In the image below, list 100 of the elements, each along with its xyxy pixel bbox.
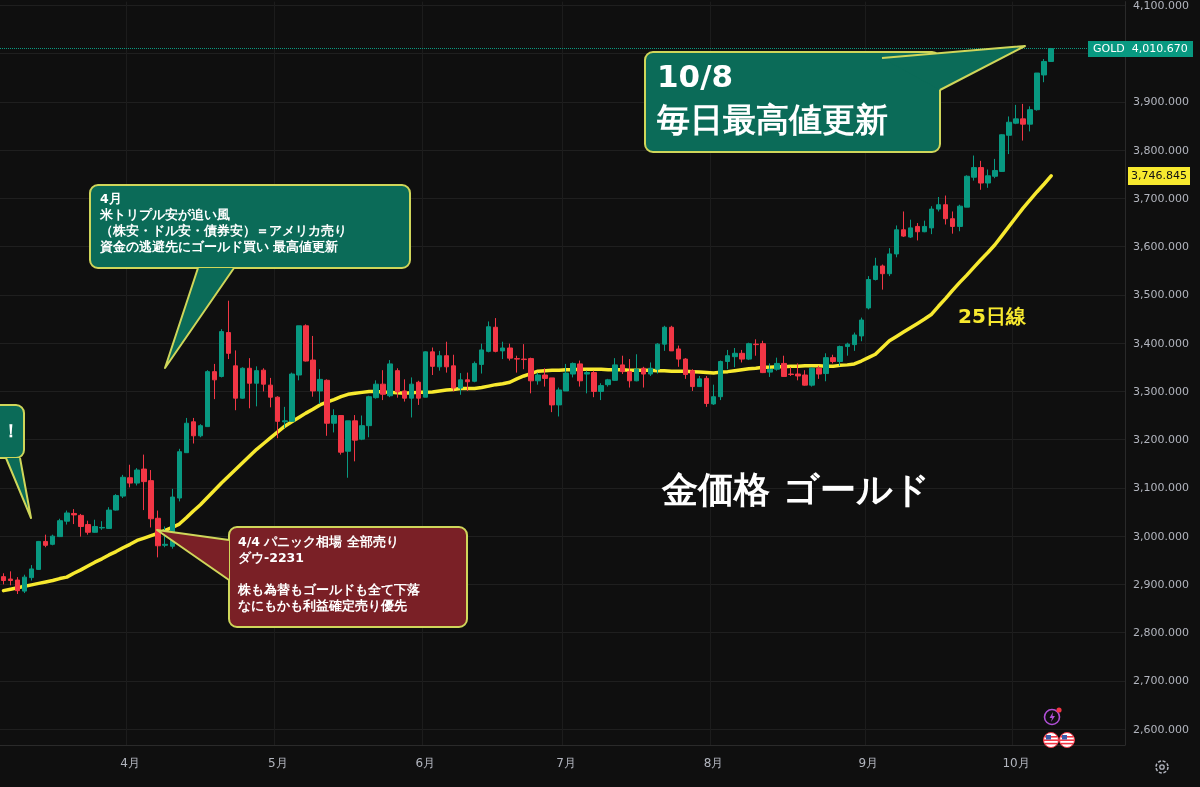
annotation: （株安・ドル安・債券安）＝アメリカ売り bbox=[100, 223, 347, 238]
candlestick bbox=[437, 350, 442, 372]
candlestick bbox=[317, 368, 323, 405]
candlestick bbox=[978, 160, 984, 191]
candlestick bbox=[233, 349, 238, 411]
candlestick bbox=[430, 347, 435, 376]
candlestick bbox=[634, 353, 639, 382]
candlestick bbox=[641, 366, 646, 389]
candlestick bbox=[409, 376, 414, 418]
candlestick bbox=[479, 343, 484, 375]
candlestick bbox=[690, 368, 695, 392]
candlestick bbox=[324, 378, 330, 437]
x-tick-label: 7月 bbox=[556, 756, 576, 770]
y-tick-label: 2,800.000 bbox=[1133, 626, 1189, 640]
candlestick bbox=[866, 275, 871, 310]
candlestick bbox=[929, 205, 934, 235]
candlestick bbox=[134, 467, 140, 486]
x-tick-label: 9月 bbox=[858, 756, 879, 770]
candlestick bbox=[655, 342, 660, 375]
y-tick-label: 3,200.000 bbox=[1133, 433, 1189, 447]
candlestick bbox=[352, 414, 358, 462]
y-tick-label: 2,700.000 bbox=[1133, 674, 1189, 688]
candlestick bbox=[261, 367, 266, 392]
candlestick bbox=[627, 358, 632, 389]
candlestick bbox=[212, 363, 217, 400]
candlestick bbox=[275, 395, 280, 439]
candlestick bbox=[380, 369, 386, 401]
candlestick bbox=[486, 320, 491, 353]
candlestick bbox=[240, 366, 245, 400]
y-tick-label: 3,600.000 bbox=[1133, 240, 1189, 254]
candlestick bbox=[915, 222, 920, 241]
y-tick-label: 3,700.000 bbox=[1133, 191, 1189, 205]
annotation: 米トリプル安が追い風 bbox=[100, 207, 230, 222]
annotation: なにもかも利益確定売り優先 bbox=[238, 598, 407, 613]
candlestick bbox=[718, 360, 723, 401]
candlestick bbox=[732, 347, 738, 368]
y-tick-label: 3,100.000 bbox=[1133, 481, 1189, 495]
candlestick bbox=[254, 365, 259, 407]
candlestick bbox=[704, 375, 709, 408]
annotation: 毎日最高値更新 bbox=[657, 100, 888, 140]
series-label: 25日線 bbox=[958, 303, 1026, 330]
y-tick-label: 3,900.000 bbox=[1133, 95, 1189, 109]
candlestick bbox=[584, 370, 590, 394]
candlestick bbox=[739, 349, 745, 363]
candlestick bbox=[894, 224, 899, 258]
candlestick bbox=[1, 572, 6, 585]
candlestick bbox=[451, 354, 456, 392]
x-tick-label: 5月 bbox=[267, 756, 288, 770]
candlestick bbox=[577, 360, 583, 388]
candlestick bbox=[387, 359, 393, 398]
candlestick bbox=[395, 367, 400, 399]
annotation: ダウ-2231 bbox=[238, 550, 304, 565]
candlestick bbox=[247, 357, 252, 409]
candlestick bbox=[338, 415, 344, 456]
candlestick bbox=[198, 423, 203, 438]
candlestick bbox=[15, 576, 20, 595]
candlestick bbox=[591, 370, 597, 398]
candlestick bbox=[697, 375, 702, 388]
candlestick bbox=[598, 382, 604, 401]
candlestick bbox=[423, 350, 428, 398]
candlestick bbox=[345, 420, 351, 479]
x-tick-label: 10月 bbox=[1002, 756, 1030, 770]
candlestick bbox=[127, 464, 133, 488]
x-tick-label: 8月 bbox=[703, 756, 724, 770]
annotation: 資金の逃避先にゴールド買い 最高値更新 bbox=[100, 239, 339, 254]
candlestick bbox=[535, 372, 541, 386]
candlestick bbox=[465, 372, 470, 392]
text: 3,746.845 bbox=[1128, 166, 1190, 185]
candlestick bbox=[493, 317, 498, 353]
y-tick-label: 3,500.000 bbox=[1133, 288, 1189, 302]
candlestick bbox=[936, 196, 941, 212]
y-tick-label: 2,900.000 bbox=[1133, 577, 1189, 591]
candlestick bbox=[472, 361, 477, 383]
text: GOLD 4,010.670 bbox=[1093, 41, 1188, 55]
candlestick bbox=[943, 195, 948, 225]
candlestick bbox=[191, 417, 196, 445]
annotation: 10/8 bbox=[657, 58, 734, 96]
y-tick-label: 3,400.000 bbox=[1133, 336, 1189, 350]
candlestick bbox=[8, 570, 13, 586]
candlestick bbox=[746, 342, 752, 361]
candlestick bbox=[809, 366, 815, 388]
candlestick bbox=[500, 341, 505, 360]
candlestick bbox=[184, 417, 189, 454]
candlestick bbox=[837, 345, 843, 367]
candlestick bbox=[177, 448, 182, 502]
candlestick bbox=[922, 220, 927, 233]
candlestick bbox=[29, 564, 34, 582]
candlestick bbox=[950, 210, 955, 235]
candlestick bbox=[22, 574, 27, 594]
candlestick bbox=[219, 328, 224, 378]
annotation: ！ bbox=[2, 420, 20, 442]
candlestick bbox=[205, 369, 210, 428]
candlestick bbox=[873, 257, 878, 281]
annotation: 4/4 パニック相場 全部売り bbox=[238, 534, 399, 549]
annotation: 4月 bbox=[100, 191, 122, 206]
candlestick bbox=[662, 325, 667, 352]
candlestick bbox=[880, 264, 885, 291]
y-tick-label: 2,600.000 bbox=[1133, 722, 1189, 736]
y-tick-label: 3,300.000 bbox=[1133, 384, 1189, 398]
candlestick bbox=[901, 210, 906, 238]
